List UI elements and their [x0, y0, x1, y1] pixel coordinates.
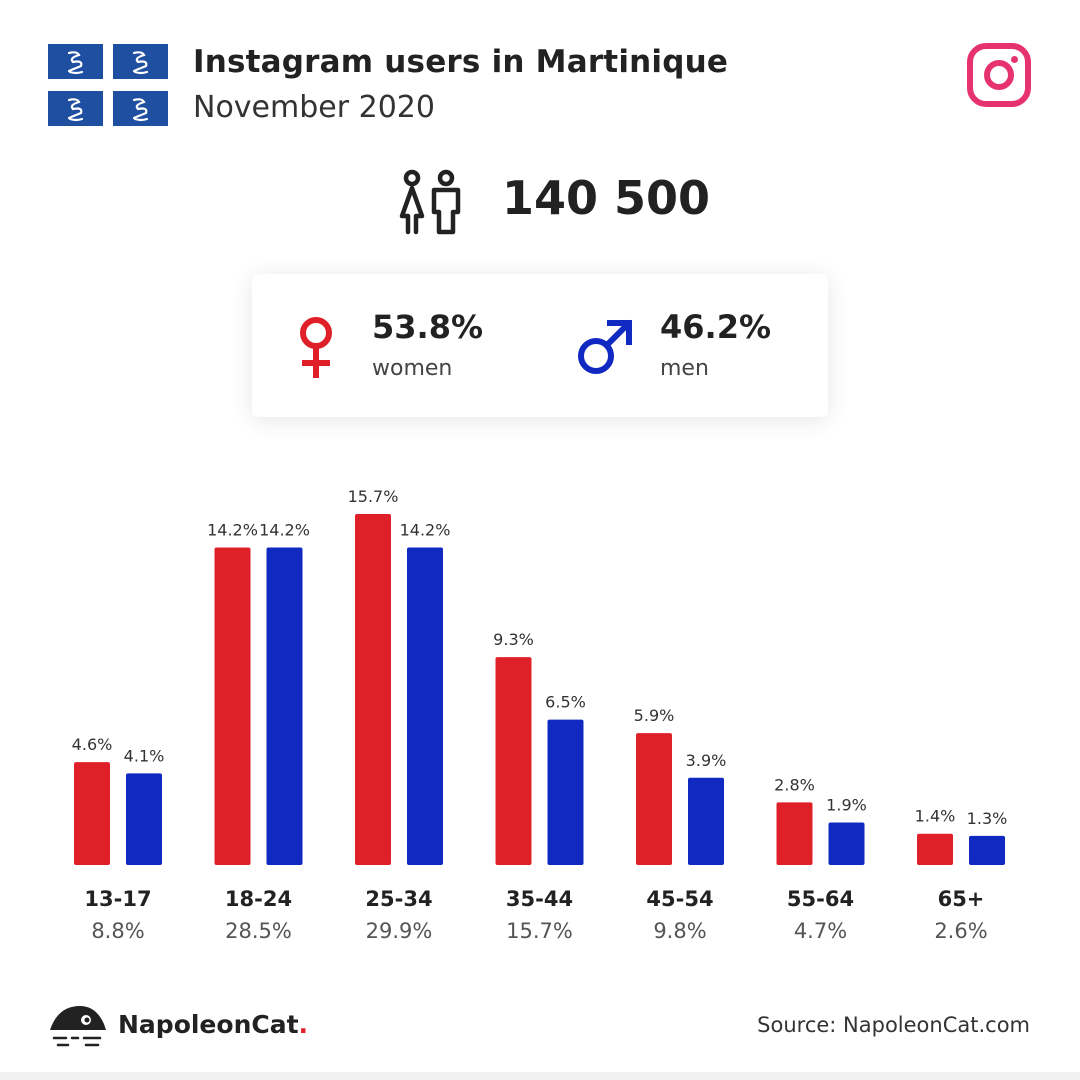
chart-title: Instagram users in Martinique — [193, 44, 729, 80]
bar-men-18-24 — [266, 547, 303, 865]
men-percentage: 46.2% — [660, 308, 772, 346]
data-label-women-55-64: 2.8% — [774, 775, 815, 794]
female-symbol-icon — [300, 317, 332, 378]
category-label-13-17: 13-17 — [84, 887, 151, 911]
data-label-women-65+: 1.4% — [915, 807, 956, 826]
category-total-55-64: 4.7% — [794, 919, 847, 943]
gender-split-card: 53.8% women 46.2% men — [252, 274, 828, 417]
category-total-18-24: 28.5% — [225, 919, 292, 943]
men-label: men — [660, 356, 709, 381]
instagram-icon — [967, 43, 1031, 107]
data-label-women-45-54: 5.9% — [634, 706, 675, 725]
age-gender-bar-chart: 4.6%4.1%13-178.8%14.2% 14.2%18-2428.5%15.… — [72, 487, 1008, 943]
bar-women-35-44 — [495, 657, 532, 865]
bar-women-25-34 — [355, 514, 391, 865]
brand-dot: . — [298, 1010, 309, 1039]
women-label: women — [372, 356, 453, 381]
category-total-25-34: 29.9% — [366, 919, 433, 943]
napoleoncat-logo-icon — [50, 1006, 106, 1047]
data-label-women-18-24: 14.2% — [207, 521, 258, 540]
source-note: Source: NapoleonCat.com — [757, 1013, 1030, 1037]
women-percentage: 53.8% — [372, 308, 484, 346]
data-label-men-18-24: 14.2% — [259, 521, 310, 540]
bar-men-65+ — [969, 835, 1005, 865]
category-label-18-24: 18-24 — [225, 887, 292, 911]
category-total-35-44: 15.7% — [506, 919, 573, 943]
category-label-55-64: 55-64 — [787, 887, 854, 911]
brand-text: NapoleonCat — [118, 1010, 299, 1039]
category-label-25-34: 25-34 — [365, 887, 432, 911]
bar-men-25-34 — [407, 547, 443, 865]
bar-men-45-54 — [688, 777, 724, 865]
male-symbol-icon — [578, 319, 633, 374]
data-label-men-45-54: 3.9% — [686, 751, 727, 770]
total-users: 140 500 — [502, 171, 711, 225]
bar-men-13-17 — [126, 773, 162, 865]
martinique-flag-icon — [48, 44, 168, 126]
data-label-men-25-34: 14.2% — [400, 521, 451, 540]
brand-name: NapoleonCat. — [118, 1010, 308, 1039]
category-total-45-54: 9.8% — [653, 919, 706, 943]
bottom-divider — [0, 1072, 1080, 1080]
category-label-65+: 65+ — [938, 887, 985, 911]
people-icon — [399, 169, 461, 235]
bar-women-65+ — [917, 833, 953, 865]
data-label-women-25-34: 15.7% — [348, 487, 399, 506]
data-label-men-13-17: 4.1% — [124, 746, 165, 765]
data-label-men-65+: 1.3% — [967, 809, 1008, 828]
bar-women-45-54 — [636, 733, 672, 865]
bar-women-18-24 — [214, 547, 251, 865]
data-label-women-13-17: 4.6% — [72, 735, 113, 754]
bar-women-13-17 — [74, 762, 110, 865]
bar-men-55-64 — [828, 822, 865, 865]
category-label-45-54: 45-54 — [646, 887, 713, 911]
category-total-65+: 2.6% — [934, 919, 987, 943]
data-label-women-35-44: 9.3% — [493, 630, 534, 649]
data-label-men-55-64: 1.9% — [826, 796, 867, 815]
bar-women-55-64 — [776, 802, 813, 865]
chart-subtitle: November 2020 — [193, 90, 435, 125]
category-label-35-44: 35-44 — [506, 887, 573, 911]
data-label-men-35-44: 6.5% — [545, 693, 586, 712]
category-total-13-17: 8.8% — [91, 919, 144, 943]
bar-men-35-44 — [547, 719, 584, 865]
